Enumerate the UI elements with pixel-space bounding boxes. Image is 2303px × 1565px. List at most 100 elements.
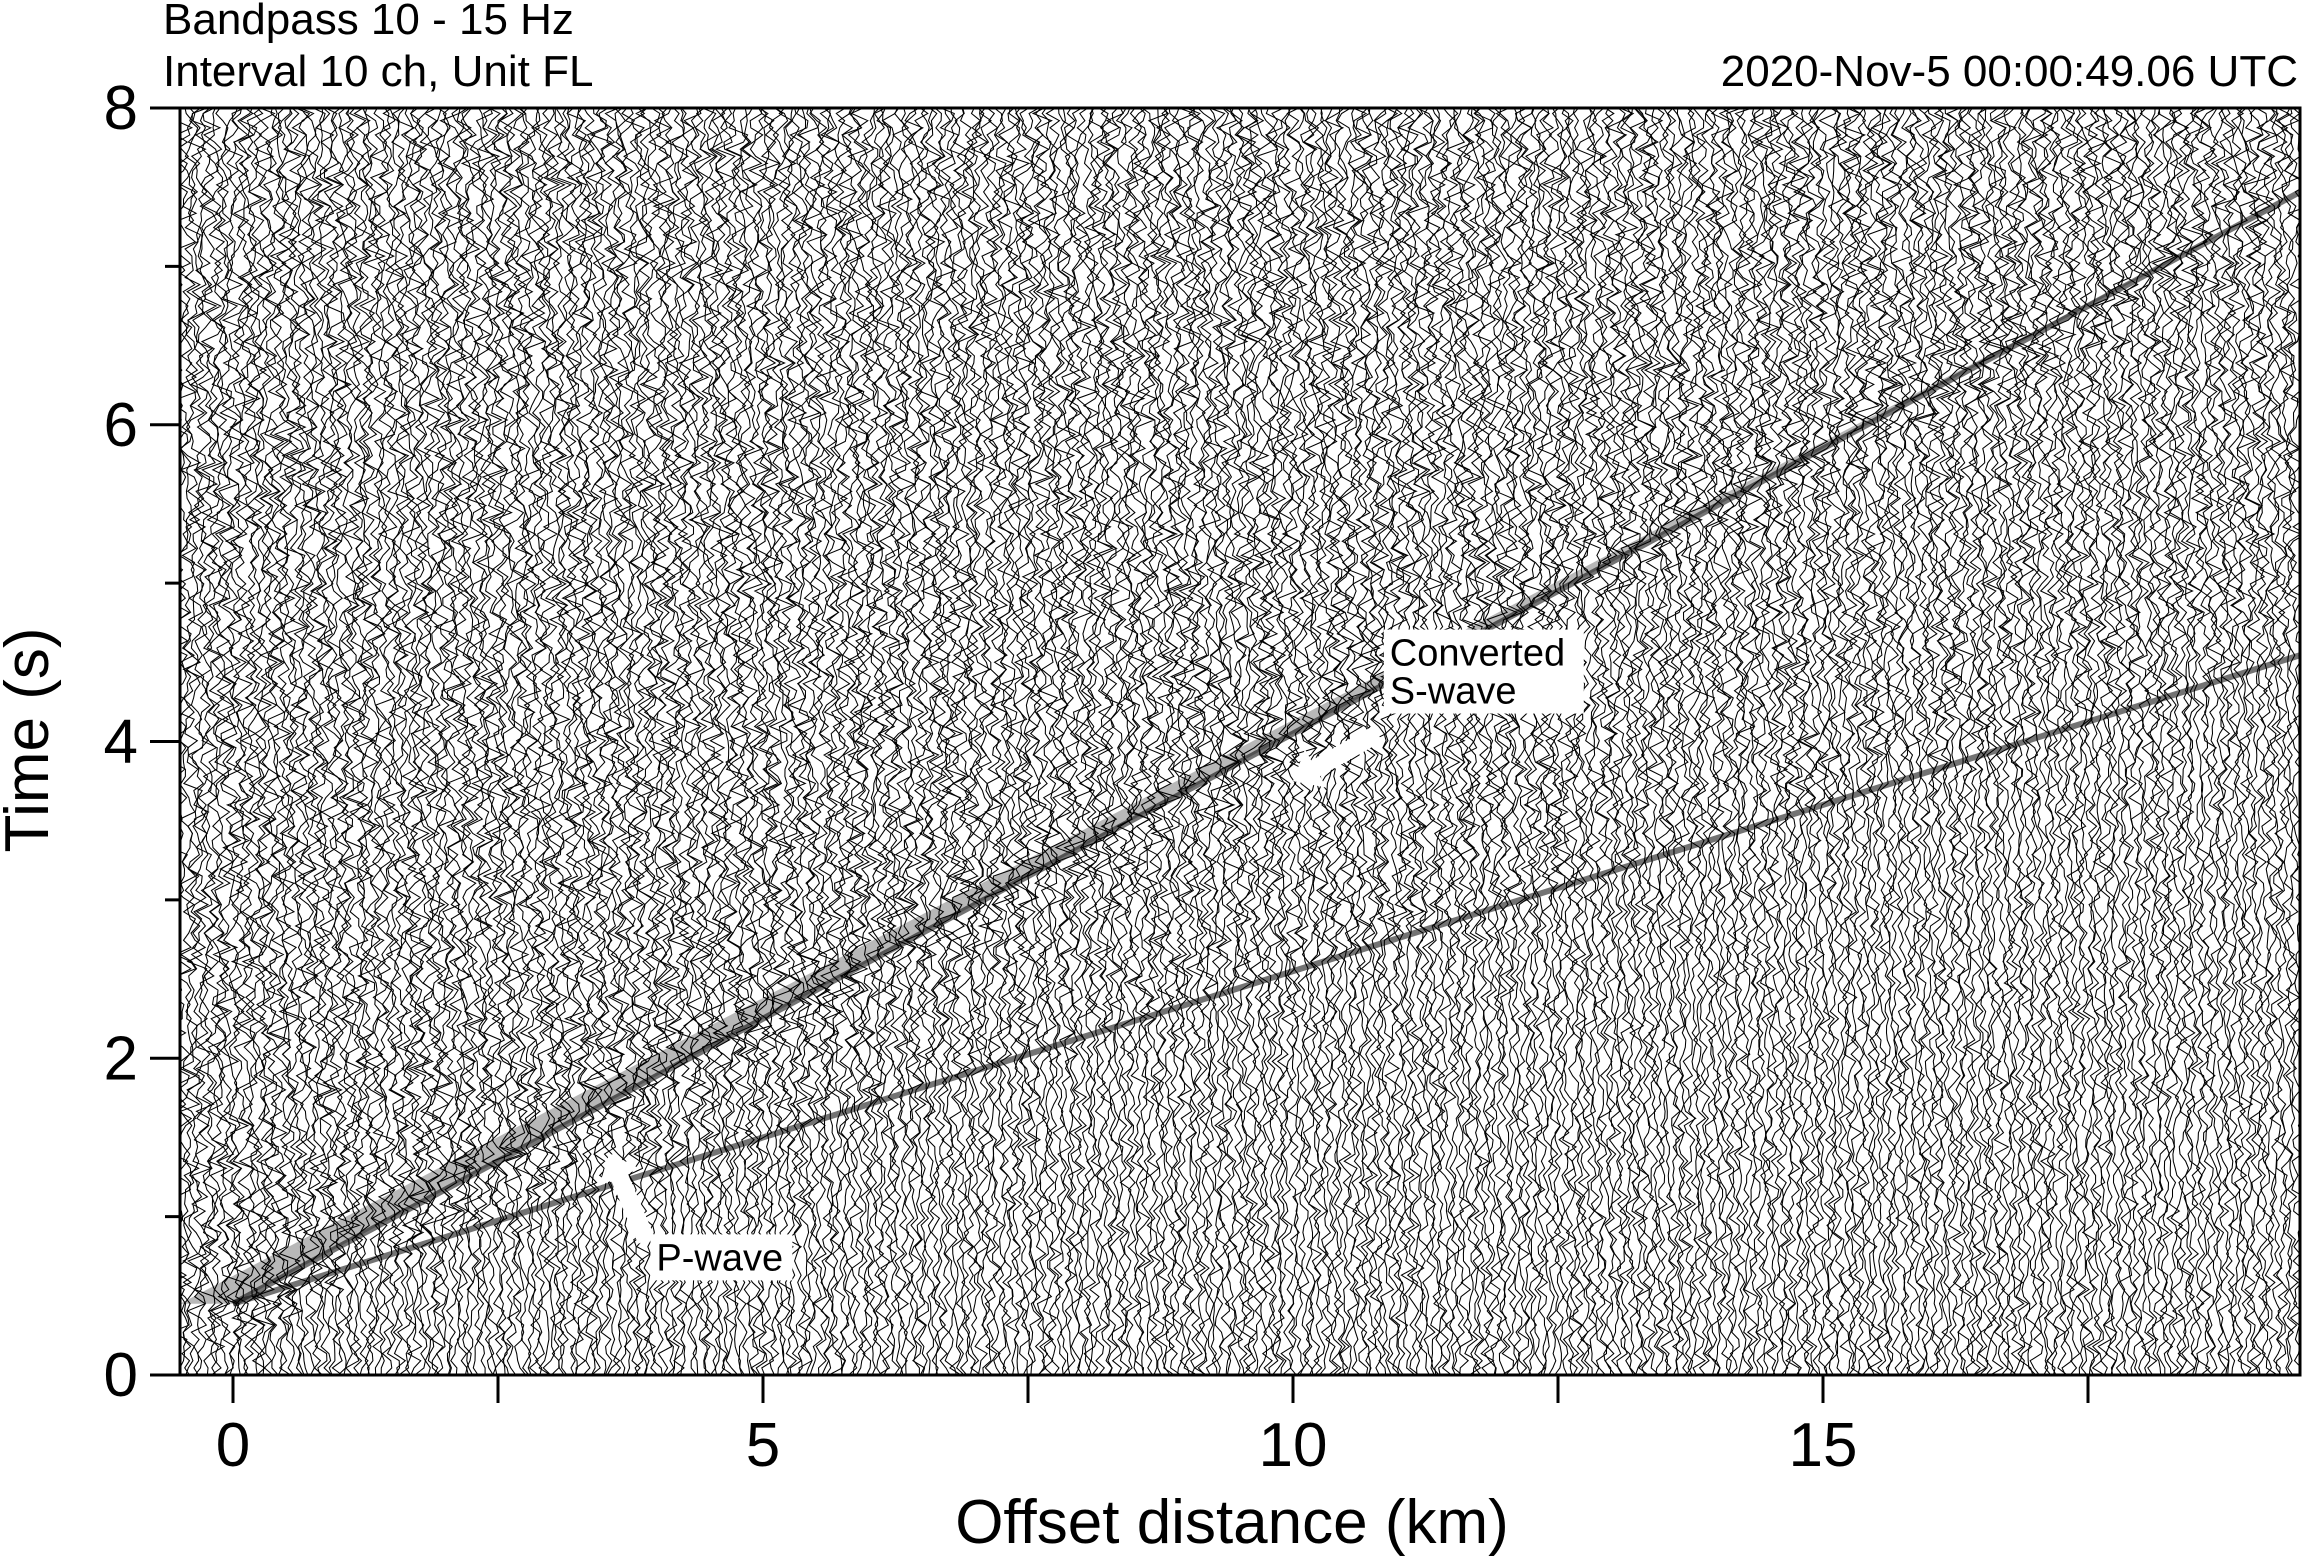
seismic-trace [237,108,261,1375]
seismic-trace [1714,108,1738,1375]
seismic-trace [1287,108,1312,1375]
seismic-trace [684,108,708,1375]
seismic-trace [782,108,807,1375]
seismic-trace [1500,108,1526,1375]
seismic-trace [2153,108,2178,1375]
seismic-trace [1141,108,1165,1375]
seismic-trace [547,108,574,1375]
seismic-trace [1505,108,1531,1375]
seismic-trace [1618,108,1644,1375]
seismic-trace [1422,108,1447,1375]
seismic-trace [1668,108,1689,1375]
seismic-trace [2130,108,2152,1375]
seismic-trace [626,108,650,1375]
seismic-trace [1913,108,1941,1375]
seismic-trace [277,108,304,1375]
seismic-trace [1812,108,1836,1375]
seismic-trace [975,108,999,1375]
seismic-trace [741,108,765,1375]
seismic-trace [1295,108,1321,1375]
seismic-trace [444,108,469,1375]
seismic-trace [1214,108,1239,1375]
seismic-trace [990,108,1016,1375]
seismic-trace [1068,108,1093,1375]
seismic-trace [527,108,552,1375]
seismic-trace [507,108,531,1375]
seismic-trace [453,108,479,1375]
seismic-trace [464,108,490,1375]
seismic-trace [1178,108,1202,1375]
seismic-trace [1906,108,1931,1375]
seismic-trace [1183,108,1207,1375]
seismic-trace [1968,108,1992,1375]
seismic-trace [860,108,885,1375]
seismic-trace [2277,108,2300,1375]
seismic-trace [1999,108,2023,1375]
seismic-trace [1240,108,1265,1375]
seismic-trace [818,108,844,1375]
seismic-trace [1259,108,1285,1375]
seismic-trace [1864,108,1890,1375]
seismic-trace [1046,108,1072,1375]
seismic-trace [1703,108,1729,1375]
seismic-trace [1739,108,1763,1375]
seismic-trace [1847,108,1872,1375]
seismic-trace [2254,108,2279,1375]
seismic-trace [1385,108,1409,1375]
seismic-trace [1797,108,1820,1375]
seismic-trace [2035,108,2060,1375]
seismic-trace [2097,108,2122,1375]
x-tick-label: 10 [1259,1411,1328,1480]
y-tick-label: 0 [104,1341,138,1410]
seismic-trace [360,108,386,1375]
seismic-trace [271,108,299,1375]
seismic-trace [1981,108,2007,1375]
seismic-trace [1229,108,1255,1375]
seismic-trace [2165,108,2190,1375]
seismic-trace [1572,108,1597,1375]
seismic-trace [1909,108,1937,1375]
seismic-trace [531,108,558,1375]
seismic-trace [220,108,245,1375]
seismic-trace [313,108,341,1375]
seismic-trace [1428,108,1450,1375]
seismic-trace [2210,108,2233,1375]
seismic-trace [695,108,719,1375]
seismic-trace [1541,108,1567,1375]
seismic-trace [1483,108,1509,1375]
seismic-trace [281,108,307,1375]
seismic-trace [1580,108,1601,1375]
seismic-trace [418,108,441,1375]
seismic-trace [1526,108,1551,1375]
interval-label: Interval 10 ch, Unit FL [163,47,593,96]
seismic-trace [1686,108,1711,1375]
seismic-trace [1220,108,1246,1375]
seismic-trace [2243,108,2271,1375]
seismic-trace [1760,108,1784,1375]
seismic-trace [480,108,506,1375]
seismic-trace [1818,108,1842,1375]
seismic-trace [1088,108,1115,1375]
seismic-trace [848,108,875,1375]
y-tick-label: 2 [104,1024,138,1093]
seismic-trace [2111,108,2132,1375]
seismic-trace [713,108,740,1375]
seismic-trace [398,108,423,1375]
seismic-trace [721,108,745,1375]
seismic-trace [421,108,448,1375]
seismic-trace [1281,108,1305,1375]
seismic-trace [1709,108,1731,1375]
seismic-trace [2179,108,2205,1375]
seismic-trace [193,108,219,1375]
seismic-trace [1582,108,1607,1375]
seismic-trace [1063,108,1090,1375]
seismic-trace [340,108,365,1375]
seismic-trace [793,108,819,1375]
seismic-trace [382,108,407,1375]
seismic-trace [813,108,840,1375]
seismic-trace [1370,108,1394,1375]
seismic-trace [1550,108,1576,1375]
seismic-trace [673,108,700,1375]
seismic-trace [356,108,380,1375]
